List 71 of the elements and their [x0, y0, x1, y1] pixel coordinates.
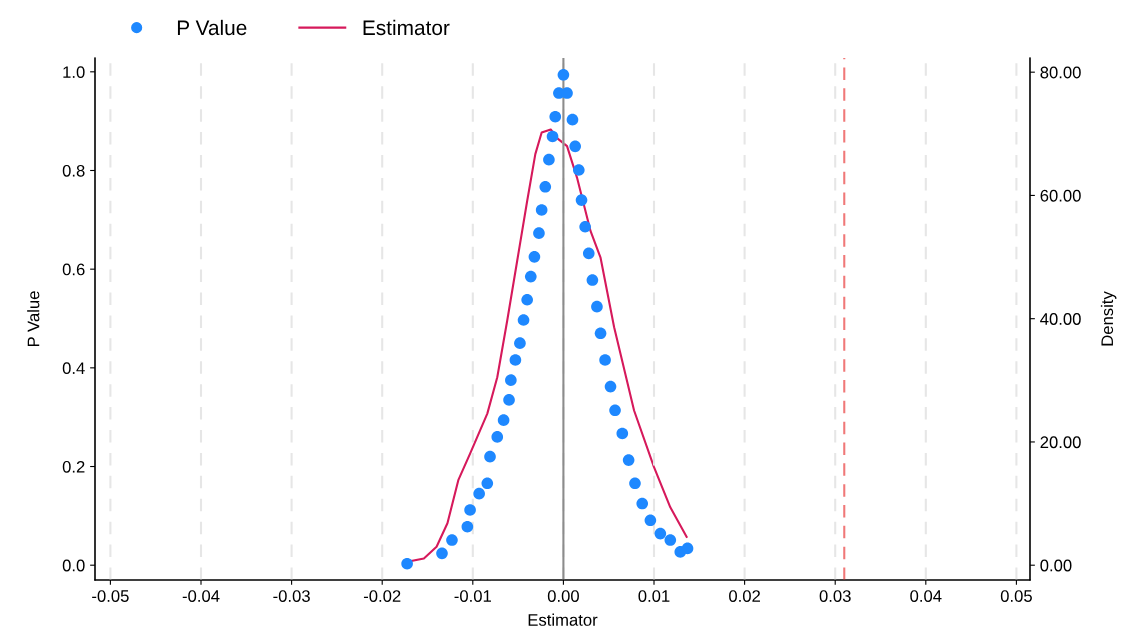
y-tick-label: 0.8 — [62, 164, 85, 177]
point — [622, 454, 635, 466]
y-tick-label: 0.2 — [62, 460, 85, 473]
y2-tick-label: 60.00 — [1040, 189, 1081, 202]
point — [524, 270, 537, 283]
point — [654, 527, 667, 540]
x-tick-label: -0.04 — [182, 590, 220, 602]
point — [629, 477, 641, 490]
y2-tick-label: 80.00 — [1040, 66, 1081, 79]
x-tick-label: 0.02 — [729, 590, 760, 602]
x-axis-title: Estimator — [528, 613, 598, 626]
point — [557, 68, 570, 81]
point — [436, 547, 448, 560]
point — [616, 427, 629, 440]
point — [533, 227, 545, 239]
point — [579, 220, 591, 233]
point — [505, 374, 517, 386]
x-tick-label: 0.00 — [547, 590, 579, 602]
y2-tick-label: 20.00 — [1040, 436, 1081, 449]
x-tick-label: 0.05 — [1000, 590, 1032, 602]
point — [491, 431, 504, 443]
x-tick-label: -0.02 — [363, 590, 401, 602]
point — [446, 534, 458, 546]
point — [591, 300, 603, 313]
point — [461, 520, 474, 533]
y-axis-title: P Value — [27, 291, 40, 347]
point — [549, 110, 562, 123]
point — [566, 113, 579, 126]
x-tick-label: 0.03 — [819, 590, 851, 602]
y2-tick-label: 0.00 — [1040, 559, 1072, 572]
y2-axis-title: Density — [1100, 291, 1117, 346]
point — [575, 194, 588, 206]
point — [503, 394, 515, 406]
point — [609, 404, 621, 417]
x-tick-label: 0.01 — [638, 590, 670, 602]
point — [569, 140, 581, 153]
x-tick-label: -0.03 — [273, 590, 310, 602]
point — [586, 274, 599, 286]
point — [473, 487, 485, 500]
point — [539, 180, 552, 193]
x-tick-label: -0.05 — [92, 590, 129, 602]
y-tick-label: 1.0 — [63, 66, 85, 79]
y2-tick-label: 40.00 — [1040, 313, 1081, 325]
point — [481, 477, 494, 490]
point — [514, 337, 526, 349]
point — [484, 450, 496, 463]
point — [528, 251, 541, 263]
point — [594, 327, 607, 340]
point — [681, 542, 694, 555]
legend-label: Estimator — [363, 19, 450, 36]
x-tick-label: -0.01 — [454, 590, 491, 602]
point — [664, 534, 677, 546]
y-tick-label: 0.4 — [62, 362, 85, 375]
point — [599, 354, 611, 366]
point — [546, 130, 559, 143]
point — [517, 314, 530, 326]
point — [636, 497, 649, 510]
point — [604, 380, 617, 393]
x-tick-label: 0.04 — [910, 590, 942, 602]
y-tick-label: 0.0 — [62, 559, 85, 572]
point — [543, 153, 555, 166]
point — [464, 504, 476, 516]
point — [401, 557, 413, 570]
point — [535, 204, 548, 216]
point — [521, 293, 533, 306]
point — [573, 164, 585, 176]
point — [497, 414, 510, 426]
point — [582, 247, 595, 260]
y-tick-label: 0.6 — [62, 263, 85, 276]
legend-label: P Value — [177, 19, 247, 36]
point — [509, 354, 522, 366]
